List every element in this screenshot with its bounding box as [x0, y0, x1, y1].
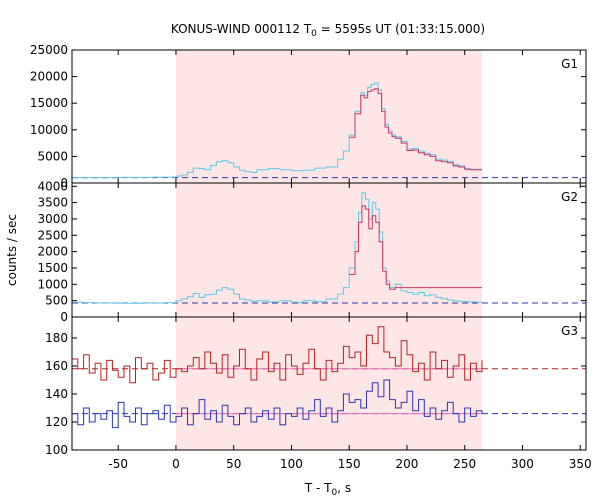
x-axis-label-main: T - T [304, 481, 332, 495]
y-tick-label-g1-15000: 15000 [30, 96, 68, 110]
panel-g1: 0 5000 10000 15000 20000 25000 G1 [30, 43, 587, 190]
y-tick-label-g3-100: 100 [45, 443, 68, 457]
highlight-band-g1 [175, 50, 483, 183]
y-tick-label-g3-120: 120 [45, 415, 68, 429]
title-rest: = 5595s UT (01:33:15.000) [317, 22, 485, 36]
title-main: KONUS-WIND 000112 T [171, 22, 312, 36]
y-tick-label-g1-25000: 25000 [30, 43, 68, 57]
x-axis-label-subscript: 0 [332, 488, 338, 498]
x-axis-label-rest: , s [337, 481, 351, 495]
y-tick-label-g1-20000: 20000 [30, 70, 68, 84]
y-tick-label-g2-2500: 2500 [37, 228, 68, 242]
panel-label-g3: G3 [561, 324, 578, 338]
y-tick-label-g2-500: 500 [45, 294, 68, 308]
y-tick-label-g1-5000: 5000 [37, 149, 68, 163]
title-subscript: 0 [311, 29, 317, 39]
frame-g3 [71, 316, 587, 451]
y-tick-label-g2-3000: 3000 [37, 212, 68, 226]
y-axis-label: counts / sec [5, 214, 19, 286]
series-g2-0 [72, 192, 482, 304]
series-g3-1 [72, 379, 483, 429]
y-tick-label-g2-1000: 1000 [37, 277, 68, 291]
x-tick-label-300: 300 [511, 457, 534, 471]
series-g3-0 [72, 326, 483, 384]
x-tick-label-200: 200 [396, 457, 419, 471]
y-tick-label-g2-1500: 1500 [37, 261, 68, 275]
x-tick-label-50: 50 [226, 457, 241, 471]
y-tick-label-g3-180: 180 [45, 331, 68, 345]
y-tick-label-g3-160: 160 [45, 359, 68, 373]
panel-g2: 0 500 1000 1500 2000 2500 3000 3500 4000 G2 [37, 179, 587, 324]
chart-title-text: KONUS-WIND 000112 T0 = 5595s UT (01:33:1… [171, 22, 485, 39]
y-tick-label-g1-0: 0 [60, 176, 68, 190]
chart-title: KONUS-WIND 000112 T0 = 5595s UT (01:33:1… [171, 22, 485, 39]
panel-label-g2: G2 [561, 190, 578, 204]
x-tick-label--50: -50 [108, 457, 128, 471]
x-tick-label-100: 100 [280, 457, 303, 471]
x-tick-label-250: 250 [453, 457, 476, 471]
series-g2-1 [349, 205, 482, 290]
series-g1-1 [349, 88, 482, 171]
x-axis-label: T - T0, s [304, 481, 351, 498]
y-tick-label-g2-3500: 3500 [37, 196, 68, 210]
x-tick-label-150: 150 [338, 457, 361, 471]
y-tick-label-g2-2000: 2000 [37, 245, 68, 259]
y-tick-label-g2-0: 0 [60, 310, 68, 324]
panel-g3: 100 120 140 160 180 G3 -50 0 50 100 150 200 250 300 35… [45, 316, 592, 471]
y-tick-label-g3-140: 140 [45, 387, 68, 401]
x-tick-label-0: 0 [172, 457, 180, 471]
y-tick-label-g2-4000: 4000 [37, 179, 68, 193]
panel-label-g1: G1 [561, 57, 578, 71]
x-tick-label-350: 350 [569, 457, 592, 471]
y-tick-label-g1-10000: 10000 [30, 123, 68, 137]
panels-group: 0500010000150002000025000G10500100015002… [30, 43, 592, 471]
highlight-band-g3 [175, 317, 483, 450]
